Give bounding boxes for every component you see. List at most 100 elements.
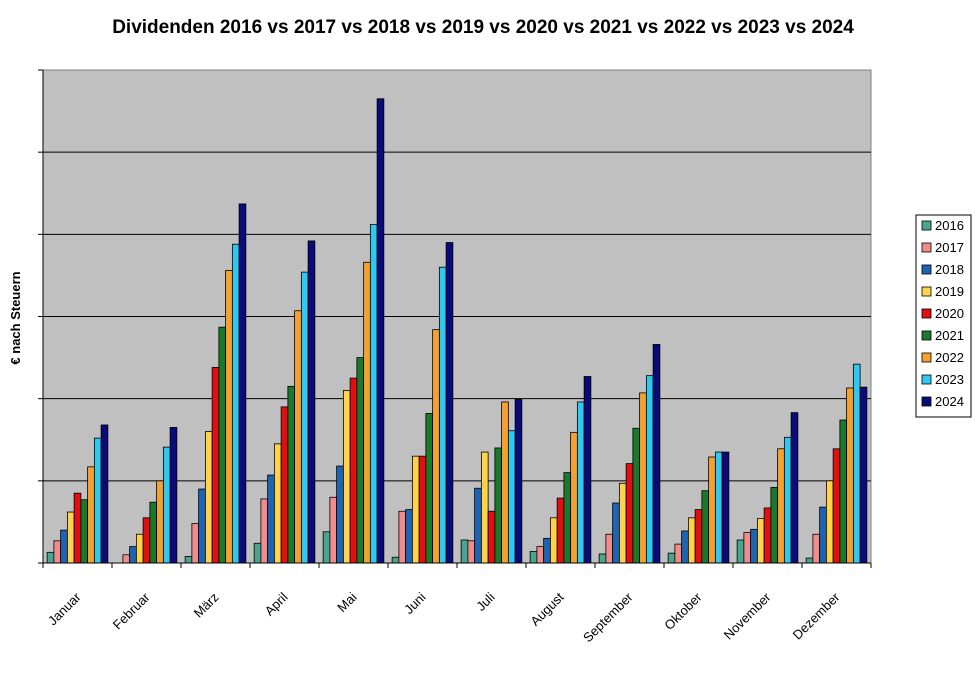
bar	[322, 531, 331, 564]
bar	[231, 243, 240, 564]
legend-label: 2019	[935, 284, 964, 299]
bar	[100, 424, 109, 564]
x-tick-label: Juni	[401, 589, 429, 617]
bar	[777, 448, 785, 564]
bar	[405, 509, 413, 564]
bar	[211, 367, 220, 564]
x-tick-labels: Januar Februar März April Mai Juni Juli August S…	[45, 589, 843, 645]
bar	[536, 546, 545, 564]
bar	[743, 532, 752, 564]
bar	[467, 540, 476, 564]
legend-swatch	[921, 374, 932, 385]
bar	[583, 376, 592, 564]
bar	[694, 509, 703, 564]
bar	[369, 224, 378, 564]
bar	[162, 446, 171, 564]
bar	[576, 401, 585, 564]
x-tick-label: August	[527, 589, 566, 628]
bar	[605, 533, 614, 564]
bar	[218, 326, 227, 564]
bar	[349, 377, 358, 564]
bar	[300, 271, 309, 564]
bars-group	[46, 98, 868, 564]
bar	[87, 466, 95, 564]
x-tick-label: Februar	[110, 589, 153, 632]
bar	[46, 551, 55, 564]
bar	[53, 540, 62, 564]
legend-swatch	[921, 308, 932, 319]
bar	[750, 528, 758, 564]
bar	[329, 496, 338, 564]
x-tick-label: Mai	[334, 589, 359, 614]
bar	[507, 430, 516, 564]
bar	[819, 506, 827, 564]
bar	[273, 443, 282, 564]
bar	[376, 98, 385, 564]
bar	[721, 451, 730, 564]
bar	[363, 261, 371, 564]
bar	[122, 554, 131, 564]
bar	[418, 455, 427, 564]
bar	[460, 539, 469, 564]
bar	[687, 517, 696, 564]
bar	[93, 437, 102, 564]
bar	[667, 552, 676, 564]
bar	[652, 344, 661, 564]
bar	[756, 518, 765, 564]
bar	[238, 203, 247, 564]
bar	[80, 499, 89, 564]
bar	[832, 448, 841, 564]
bar	[198, 488, 206, 564]
bar	[60, 529, 68, 564]
bar	[708, 456, 716, 564]
bar	[142, 517, 151, 564]
bar	[783, 436, 792, 564]
bar	[543, 537, 551, 564]
bar	[681, 530, 689, 564]
bar	[129, 546, 137, 564]
bar	[570, 431, 578, 564]
bar	[480, 451, 489, 564]
bar	[191, 523, 200, 564]
gridlines	[43, 151, 871, 482]
bar	[342, 390, 351, 564]
bar	[156, 480, 164, 564]
bar	[625, 463, 634, 564]
bar	[825, 480, 834, 564]
legend-label: 2022	[935, 350, 964, 365]
legend-label: 2016	[935, 218, 964, 233]
legend: 2016 2017 2018 2019 2020 2021 2022 2023 2024	[915, 214, 972, 418]
bar	[294, 310, 302, 564]
bar	[411, 455, 420, 564]
x-tick-label: September	[580, 589, 636, 645]
x-tick-label: März	[191, 590, 222, 621]
legend-swatch	[921, 242, 932, 253]
legend-swatch	[921, 330, 932, 341]
legend-label: 2018	[935, 262, 964, 277]
bar	[149, 501, 158, 564]
bar	[859, 386, 868, 564]
bar	[736, 539, 745, 564]
bar	[169, 427, 178, 564]
bar	[66, 511, 75, 564]
bar	[549, 517, 558, 564]
chart-title: Dividenden 2016 vs 2017 vs 2018 vs 2019 …	[112, 17, 854, 38]
bar	[563, 472, 572, 564]
bar	[839, 419, 848, 564]
bar	[612, 502, 620, 564]
legend-swatch	[921, 220, 932, 231]
bar	[487, 510, 496, 564]
bar	[812, 533, 821, 564]
bar	[618, 482, 627, 564]
x-tick-label: Oktober	[661, 589, 705, 633]
x-tick-label: April	[262, 589, 291, 618]
bar	[356, 357, 365, 564]
bar	[501, 401, 509, 564]
legend-swatch	[921, 264, 932, 275]
bar	[267, 474, 275, 564]
bar	[632, 427, 641, 564]
bar	[307, 240, 316, 564]
bar	[204, 431, 213, 564]
bar	[432, 329, 440, 564]
